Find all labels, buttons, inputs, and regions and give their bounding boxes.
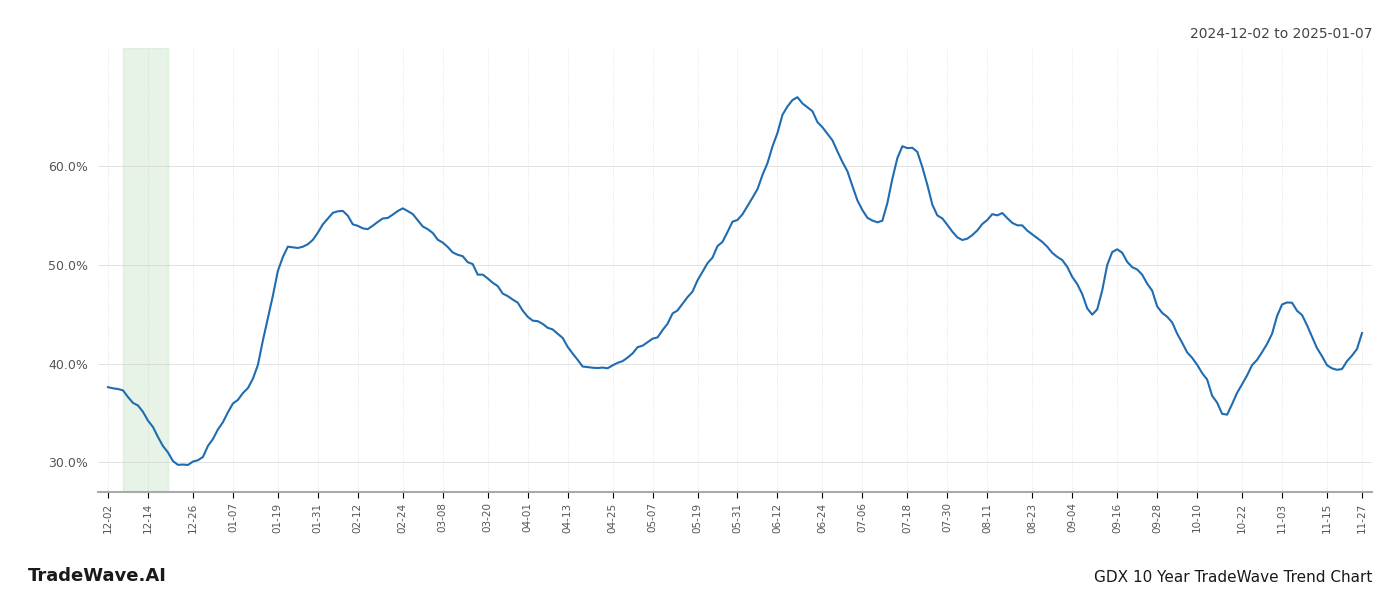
- Text: TradeWave.AI: TradeWave.AI: [28, 567, 167, 585]
- Text: GDX 10 Year TradeWave Trend Chart: GDX 10 Year TradeWave Trend Chart: [1093, 570, 1372, 585]
- Bar: [123, 48, 168, 492]
- Text: 2024-12-02 to 2025-01-07: 2024-12-02 to 2025-01-07: [1190, 27, 1372, 41]
